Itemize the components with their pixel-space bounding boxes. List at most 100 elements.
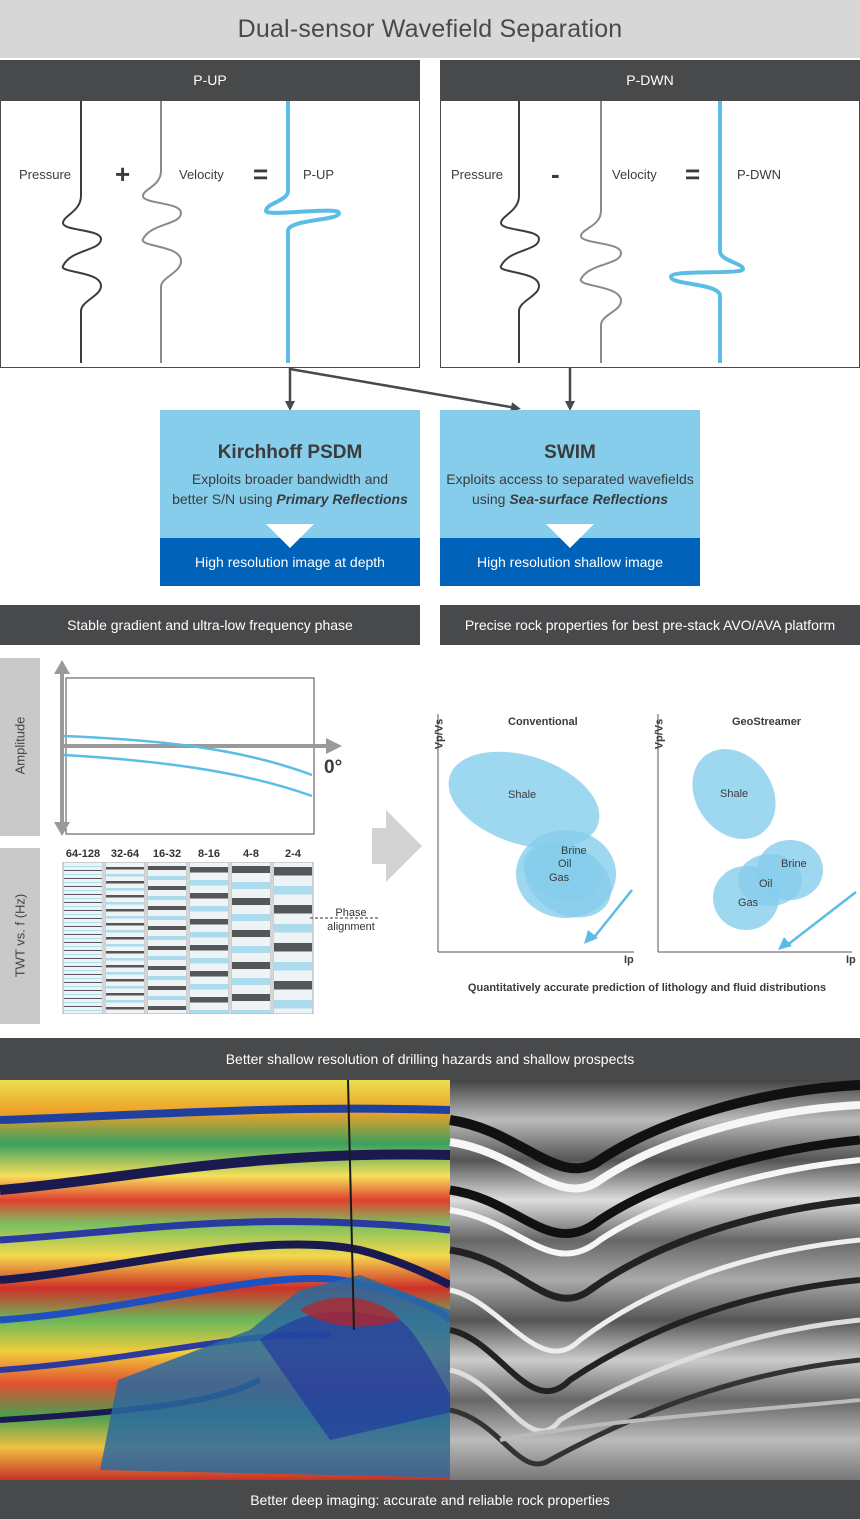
twt-band-column bbox=[272, 862, 314, 1014]
twt-trace-band bbox=[274, 1000, 312, 1009]
phase-label-1: Phase bbox=[335, 907, 367, 919]
twt-trace-band bbox=[106, 979, 144, 982]
twt-trace-band bbox=[274, 905, 312, 914]
pdwn-equals-operator: = bbox=[685, 159, 701, 189]
kirchhoff-line2-emph: Primary Reflections bbox=[276, 491, 408, 507]
twt-trace-band bbox=[106, 951, 144, 954]
crossplot-geostreamer bbox=[657, 714, 857, 953]
twt-trace-band bbox=[274, 943, 312, 952]
flow-arrows bbox=[285, 368, 575, 412]
twt-trace-band bbox=[64, 942, 102, 943]
twt-trace-band bbox=[64, 1010, 102, 1011]
twt-trace-band bbox=[106, 937, 144, 940]
twt-trace-band bbox=[64, 886, 102, 887]
twt-trace-band bbox=[232, 882, 270, 889]
twt-trace-band bbox=[148, 916, 186, 920]
twt-trace-band bbox=[106, 972, 144, 975]
pdwn-pressure-label: Pressure bbox=[451, 167, 504, 182]
twt-trace-band bbox=[64, 910, 102, 911]
twt-trace-band bbox=[64, 978, 102, 979]
twt-trace-band bbox=[190, 919, 228, 925]
twt-trace-band bbox=[148, 946, 186, 950]
pdwn-header: P-DWN bbox=[440, 60, 860, 100]
twt-trace-band bbox=[64, 866, 102, 867]
twt-trace-band bbox=[148, 896, 186, 900]
twt-trace-band bbox=[64, 970, 102, 971]
twt-trace-band bbox=[148, 1006, 186, 1010]
twt-trace-band bbox=[190, 1010, 228, 1014]
twt-trace-band bbox=[64, 966, 102, 967]
twt-trace-band bbox=[106, 958, 144, 961]
twt-trace-band bbox=[64, 870, 102, 871]
twt-trace-band bbox=[190, 945, 228, 951]
twt-trace-band bbox=[148, 876, 186, 880]
twt-trace-band bbox=[64, 950, 102, 951]
twt-trace-band bbox=[64, 974, 102, 975]
twt-trace-band bbox=[274, 981, 312, 990]
phase-alignment-label: Phase alignment bbox=[322, 906, 380, 934]
crossplot-1-gas: Gas bbox=[549, 872, 570, 884]
kirchhoff-line1: Exploits broader bandwidth and bbox=[191, 471, 389, 487]
twt-band-label: 2-4 bbox=[285, 848, 301, 860]
crossplot-2-xlabel: Ip bbox=[846, 954, 856, 966]
crossplot-2-title: GeoStreamer bbox=[732, 716, 802, 728]
twt-trace-band bbox=[64, 986, 102, 987]
twt-trace-band bbox=[148, 956, 186, 960]
twt-trace-band bbox=[148, 926, 186, 930]
twt-trace-band bbox=[148, 966, 186, 970]
twt-trace-band bbox=[64, 918, 102, 919]
twt-trace-band bbox=[190, 971, 228, 977]
seismic-volume bbox=[0, 1080, 860, 1480]
twt-trace-band bbox=[106, 986, 144, 989]
twt-trace-band bbox=[190, 906, 228, 912]
twt-trace-band bbox=[64, 958, 102, 959]
twt-trace-band bbox=[148, 866, 186, 870]
page-title: Dual-sensor Wavefield Separation bbox=[0, 0, 860, 58]
twt-trace-band bbox=[232, 898, 270, 905]
shallow-section-bar: Better shallow resolution of drilling ha… bbox=[0, 1038, 860, 1080]
twt-trace-band bbox=[64, 874, 102, 875]
kirchhoff-title: Kirchhoff PSDM bbox=[217, 442, 363, 463]
twt-band-labels: 64-128 32-64 16-32 8-16 4-8 2-4 bbox=[62, 848, 314, 864]
twt-trace-band bbox=[64, 994, 102, 995]
left-section-bar: Stable gradient and ultra-low frequency … bbox=[0, 605, 420, 645]
pup-velocity-label: Velocity bbox=[179, 167, 224, 182]
twt-trace-band bbox=[274, 886, 312, 895]
pup-equals-operator: = bbox=[253, 159, 269, 189]
twt-trace-band bbox=[64, 946, 102, 947]
twt-trace-band bbox=[64, 878, 102, 879]
twt-trace-band bbox=[148, 986, 186, 990]
swim-description: Exploits access to separated wavefields … bbox=[440, 469, 700, 509]
twt-trace-band bbox=[64, 914, 102, 915]
twt-trace-band bbox=[106, 902, 144, 905]
kirchhoff-box: Kirchhoff PSDM Exploits broader bandwidt… bbox=[160, 410, 420, 538]
twt-trace-band bbox=[64, 982, 102, 983]
twt-trace-band bbox=[148, 906, 186, 910]
twt-trace-band bbox=[148, 996, 186, 1000]
twt-trace-band bbox=[190, 893, 228, 899]
twt-side-bar: TWT vs. f (Hz) bbox=[0, 848, 40, 1024]
crossplot-2-gas: Gas bbox=[738, 897, 759, 909]
twt-trace-band bbox=[190, 958, 228, 964]
twt-trace-band bbox=[64, 954, 102, 955]
twt-trace-band bbox=[64, 1006, 102, 1007]
twt-side-label: TWT vs. f (Hz) bbox=[12, 893, 28, 978]
twt-trace-band bbox=[274, 867, 312, 876]
seismic-image bbox=[0, 1080, 860, 1480]
deep-section-bar: Better deep imaging: accurate and reliab… bbox=[0, 1480, 860, 1519]
twt-trace-band bbox=[190, 984, 228, 990]
twt-trace-band bbox=[64, 930, 102, 931]
swim-down-icon bbox=[546, 524, 594, 548]
twt-trace-band bbox=[106, 923, 144, 926]
twt-band-label: 8-16 bbox=[197, 848, 221, 860]
twt-trace-band bbox=[274, 924, 312, 933]
twt-trace-band bbox=[106, 888, 144, 891]
twt-band-label: 32-64 bbox=[110, 848, 140, 860]
swim-box: SWIM Exploits access to separated wavefi… bbox=[440, 410, 700, 538]
twt-trace-band bbox=[106, 1007, 144, 1010]
twt-trace-band bbox=[106, 944, 144, 947]
twt-trace-band bbox=[64, 934, 102, 935]
twt-trace-band bbox=[232, 946, 270, 953]
twt-trace-band bbox=[106, 867, 144, 870]
twt-trace-band bbox=[64, 894, 102, 895]
